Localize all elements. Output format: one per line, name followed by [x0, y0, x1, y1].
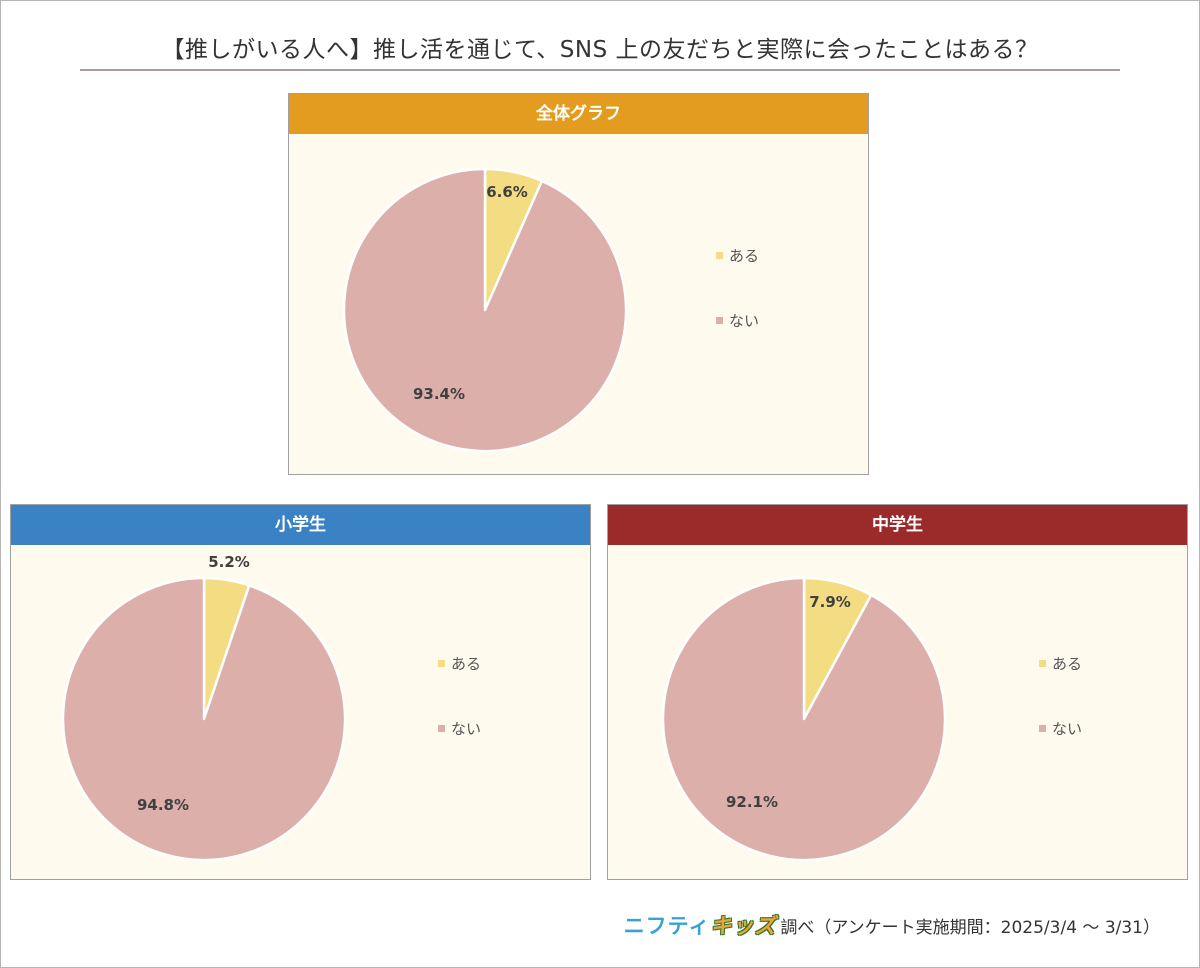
- niftykids-logo: ニフティ キッズ: [623, 914, 777, 938]
- legend-label-nai: ない: [729, 312, 759, 330]
- page-title: 【推しがいる人へ】推し活を通じて、SNS 上の友だちと実際に会ったことはある？: [161, 37, 1039, 63]
- legend-swatch-aru: [1039, 660, 1046, 667]
- chart-title: 全体グラフ: [289, 94, 868, 134]
- data-label-aru: 7.9%: [809, 593, 851, 611]
- legend-swatch-aru: [716, 252, 723, 259]
- legend-label-aru: ある: [729, 247, 759, 265]
- legend-swatch-nai: [438, 725, 445, 732]
- legend-swatch-nai: [1039, 725, 1046, 732]
- data-label-nai: 92.1%: [726, 793, 778, 811]
- pie-slice-nai: [661, 576, 947, 862]
- source-text: 調べ（アンケート実施期間：2025/3/4 ～ 3/31）: [780, 917, 1160, 938]
- pie-slice-nai: [342, 167, 628, 453]
- legend-label-nai: ない: [451, 720, 481, 738]
- chart-title: 中学生: [608, 505, 1187, 545]
- chart-panel-elementary: 小学生 5.2% 94.8% あるない: [10, 504, 591, 880]
- data-label-aru: 6.6%: [486, 183, 528, 201]
- legend-swatch-aru: [438, 660, 445, 667]
- legend-label-aru: ある: [451, 655, 481, 673]
- chart-title: 小学生: [11, 505, 590, 545]
- data-label-nai: 93.4%: [413, 385, 465, 403]
- data-label-aru: 5.2%: [208, 553, 250, 571]
- legend-swatch-nai: [716, 317, 723, 324]
- data-label-nai: 94.8%: [137, 796, 189, 814]
- legend-label-aru: ある: [1052, 655, 1082, 673]
- chart-panel-junior-high: 中学生 7.9% 92.1% あるない: [607, 504, 1188, 880]
- pie-slice-nai: [61, 576, 347, 862]
- title-underline: [80, 69, 1120, 71]
- source-credit: ニフティ キッズ 調べ（アンケート実施期間：2025/3/4 ～ 3/31）: [624, 910, 1160, 940]
- legend-label-nai: ない: [1052, 720, 1082, 738]
- chart-panel-overall: 全体グラフ 6.6% 93.4% あるない: [288, 93, 869, 475]
